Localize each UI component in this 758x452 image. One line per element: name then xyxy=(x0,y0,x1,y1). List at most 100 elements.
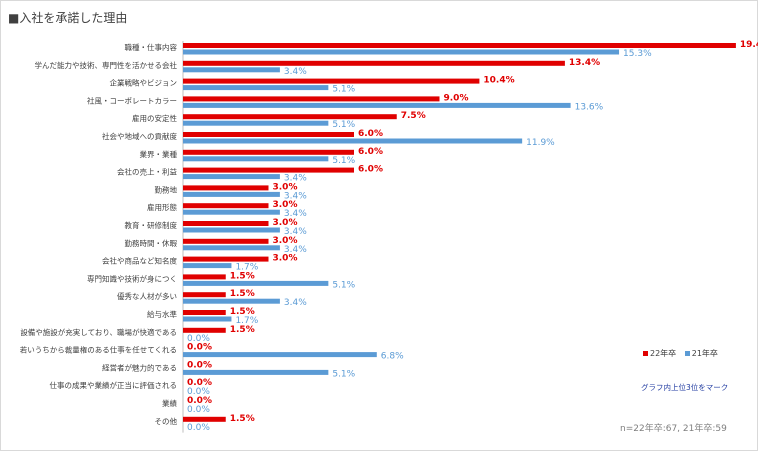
value-label-21: 11.9% xyxy=(526,138,555,148)
category-label: 雇用形態 xyxy=(147,202,177,212)
value-label-21: 0.0% xyxy=(187,334,210,344)
bar-21 xyxy=(183,298,280,304)
bar-22 xyxy=(183,43,736,48)
value-label-22: 6.0% xyxy=(358,165,383,175)
value-label-22: 1.5% xyxy=(230,271,255,281)
value-label-21: 5.1% xyxy=(332,280,355,290)
bar-22 xyxy=(183,167,354,173)
value-label-21: 1.7% xyxy=(235,316,258,326)
category-label: 企業戦略やビジョン xyxy=(110,78,178,88)
value-label-21: 0.0% xyxy=(187,405,210,415)
sample-count: n=22年卒:67, 21年卒:59 xyxy=(620,424,727,434)
bar-22 xyxy=(183,292,226,298)
category-label: 社会や地域への貢献度 xyxy=(102,131,177,141)
bar-22 xyxy=(183,60,565,66)
bar-21 xyxy=(183,85,329,91)
category-label: 社風・コーポレートカラー xyxy=(87,95,177,105)
category-label: その他 xyxy=(155,416,178,426)
legend-swatch-22 xyxy=(643,351,648,356)
bar-22 xyxy=(183,149,354,155)
category-label: 職種・仕事内容 xyxy=(125,42,178,52)
top3-note: グラフ内上位3位をマーク xyxy=(641,383,729,392)
bar-21 xyxy=(183,67,280,73)
value-label-22: 0.0% xyxy=(187,343,212,353)
value-label-22: 3.0% xyxy=(273,254,298,264)
category-label: 会社の売上・利益 xyxy=(117,167,177,177)
value-label-21: 3.4% xyxy=(284,67,307,77)
value-label-22: 19.4% xyxy=(740,40,758,50)
category-label: 若いうちから裁量権のある仕事を任せてくれる xyxy=(20,345,177,355)
bar-22 xyxy=(183,132,354,137)
bar-21 xyxy=(183,369,329,375)
value-label-22: 0.0% xyxy=(187,378,212,388)
bar-22 xyxy=(183,78,480,84)
bar-22 xyxy=(183,310,226,315)
value-label-22: 1.5% xyxy=(230,289,255,299)
chart-title: ■入社を承諾した理由 xyxy=(8,11,128,25)
bar-22 xyxy=(183,274,226,280)
category-label: 教育・研修制度 xyxy=(125,220,178,230)
category-label: 経営者が魅力的である xyxy=(102,362,177,372)
bar-21 xyxy=(183,209,280,215)
value-label-21: 3.4% xyxy=(284,174,307,184)
value-label-22: 1.5% xyxy=(230,325,255,335)
bar-21 xyxy=(183,245,280,251)
bar-21 xyxy=(183,156,329,162)
bar-22 xyxy=(183,416,226,422)
category-label: 会社や商品など知名度 xyxy=(102,256,177,266)
category-label: 優秀な人材が多い xyxy=(117,291,177,301)
value-label-22: 3.0% xyxy=(273,236,298,246)
value-label-22: 13.4% xyxy=(569,58,600,68)
bar-21 xyxy=(183,138,523,144)
bar-21 xyxy=(183,49,620,55)
legend-label-21: 21年卒 xyxy=(691,349,718,358)
value-label-22: 0.0% xyxy=(187,396,212,406)
value-label-21: 5.1% xyxy=(332,120,355,130)
bar-21 xyxy=(183,280,329,286)
value-label-21: 6.8% xyxy=(381,352,404,362)
bar-22 xyxy=(183,256,269,262)
value-label-21: 0.0% xyxy=(187,423,210,433)
category-label: 仕事の成果や業績が正当に評価される xyxy=(50,380,178,390)
bar-21 xyxy=(183,352,377,358)
category-label: 業界・業種 xyxy=(140,149,178,159)
value-label-22: 9.0% xyxy=(444,93,469,103)
bar-22 xyxy=(183,327,226,333)
legend: 22年卒 21年卒 xyxy=(643,348,724,359)
category-label: 勤務地 xyxy=(155,184,178,194)
value-label-22: 3.0% xyxy=(273,200,298,210)
bar-22 xyxy=(183,203,269,209)
category-label: 雇用の安定性 xyxy=(132,113,177,123)
value-label-22: 1.5% xyxy=(230,414,255,424)
legend-item-21: 21年卒 xyxy=(684,349,718,358)
bar-21 xyxy=(183,174,280,180)
value-label-22: 6.0% xyxy=(358,147,383,157)
bar-22 xyxy=(183,96,440,102)
bars xyxy=(183,43,736,422)
category-labels: 職種・仕事内容学んだ能力や技術、専門性を活かせる会社企業戦略やビジョン社風・コー… xyxy=(20,42,178,426)
value-label-22: 6.0% xyxy=(358,129,383,139)
value-label-21: 0.0% xyxy=(187,387,210,397)
category-label: 勤務時間・休暇 xyxy=(125,238,178,248)
bar-22 xyxy=(183,238,269,244)
bar-21 xyxy=(183,102,571,108)
value-label-21: 5.1% xyxy=(332,369,355,379)
value-label-21: 13.6% xyxy=(575,102,604,112)
value-label-22: 1.5% xyxy=(230,307,255,317)
category-label: 給与水準 xyxy=(147,309,177,319)
bar-21 xyxy=(183,227,280,233)
bar-21 xyxy=(183,316,232,322)
bar-21 xyxy=(183,191,280,197)
bar-22 xyxy=(183,221,269,226)
bar-21 xyxy=(183,120,329,126)
legend-swatch-21 xyxy=(684,351,690,356)
value-label-21: 5.1% xyxy=(332,156,355,166)
value-labels: 19.4% 15.3% 13.4% 3.4% 10.4% 5.1% 9.0% 13.6% 7.5… xyxy=(187,40,758,433)
value-label-21: 3.4% xyxy=(284,209,307,219)
value-label-22: 0.0% xyxy=(187,360,212,370)
value-label-21: 3.4% xyxy=(284,245,307,255)
bar-22 xyxy=(183,185,269,191)
category-label: 設備や施設が充実しており、職場が快適である xyxy=(20,327,177,337)
